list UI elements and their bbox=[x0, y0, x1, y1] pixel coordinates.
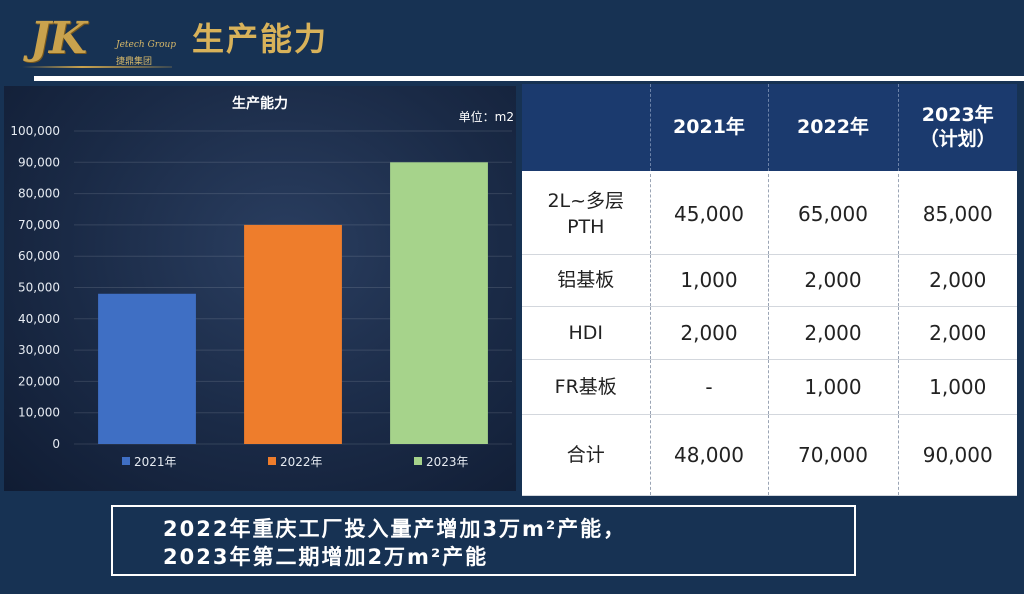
y-tick-label: 100,000 bbox=[10, 124, 60, 138]
y-tick-label: 30,000 bbox=[18, 343, 60, 357]
table-cell: 48,000 bbox=[650, 414, 769, 496]
y-tick-label: 80,000 bbox=[18, 187, 60, 201]
y-tick-label: 50,000 bbox=[18, 281, 60, 295]
capacity-table: 2021年 2022年 2023年 （计划） 2L~多层 PTH 45,000 … bbox=[522, 84, 1017, 496]
logo-mark: JK bbox=[30, 13, 87, 64]
table-cell: 2,000 bbox=[768, 254, 899, 307]
legend-label: 2022年 bbox=[280, 455, 323, 469]
row-label: 2L~多层 PTH bbox=[522, 172, 651, 255]
row-label: FR基板 bbox=[522, 359, 651, 415]
row-label: HDI bbox=[522, 306, 651, 360]
table-cell: 2,000 bbox=[768, 306, 899, 360]
y-tick-label: 0 bbox=[52, 437, 60, 451]
bar-2 bbox=[244, 224, 342, 444]
table-cell: 1,000 bbox=[898, 359, 1017, 415]
chart-unit-label: 单位：m2 bbox=[459, 109, 514, 124]
table-cell: 2,000 bbox=[650, 306, 769, 360]
table-row: 合计 48,000 70,000 90,000 bbox=[522, 414, 1017, 496]
capacity-chart: 生产能力单位：m2 0 10,000 20,000 30,000 40,000 50,000… bbox=[4, 86, 516, 491]
legend-swatch bbox=[122, 457, 130, 465]
table-row: HDI 2,000 2,000 2,000 bbox=[522, 306, 1017, 360]
y-tick-label: 70,000 bbox=[18, 218, 60, 232]
table-cell: 85,000 bbox=[898, 172, 1017, 255]
table-cell: 2,000 bbox=[898, 254, 1017, 307]
bar-3 bbox=[390, 162, 488, 445]
row-label: 铝基板 bbox=[522, 254, 651, 307]
row-label: 合计 bbox=[522, 414, 651, 496]
table-row: 铝基板 1,000 2,000 2,000 bbox=[522, 254, 1017, 307]
company-logo: JK Jetech Group 捷鼎集团 bbox=[22, 13, 176, 70]
table-cell: 70,000 bbox=[768, 414, 899, 496]
table-cell: 90,000 bbox=[898, 414, 1017, 496]
table-cell: 1,000 bbox=[768, 359, 899, 415]
summary-note: 2022年重庆工厂投入量产增加3万m²产能， 2023年第二期增加2万m²产能 bbox=[111, 505, 856, 576]
title-divider bbox=[34, 76, 1024, 81]
logo-underline bbox=[22, 66, 172, 68]
table-cell: 1,000 bbox=[650, 254, 769, 307]
y-tick-label: 60,000 bbox=[18, 249, 60, 263]
legend-label: 2023年 bbox=[426, 455, 469, 469]
note-line-1: 2022年重庆工厂投入量产增加3万m²产能， bbox=[163, 517, 627, 541]
table-row: 2L~多层 PTH 45,000 65,000 85,000 bbox=[522, 172, 1017, 255]
y-tick-label: 90,000 bbox=[18, 155, 60, 169]
table-header-row: 2021年 2022年 2023年 （计划） bbox=[522, 84, 1017, 174]
table-cell: 45,000 bbox=[650, 172, 769, 255]
y-tick-label: 40,000 bbox=[18, 312, 60, 326]
table-header-corner bbox=[522, 84, 651, 174]
table-cell: 65,000 bbox=[768, 172, 899, 255]
page-title: 生产能力 bbox=[192, 20, 329, 58]
legend-swatch bbox=[414, 457, 422, 465]
logo-chinese-name: 捷鼎集团 bbox=[116, 57, 153, 67]
table-cell: 2,000 bbox=[898, 306, 1017, 360]
table-row: FR基板 - 1,000 1,000 bbox=[522, 359, 1017, 415]
table-header-cell: 2023年 （计划） bbox=[898, 84, 1017, 174]
y-tick-label: 10,000 bbox=[18, 406, 60, 420]
y-tick-label: 20,000 bbox=[18, 374, 60, 388]
table-cell: - bbox=[650, 359, 769, 415]
note-line-2: 2023年第二期增加2万m²产能 bbox=[163, 545, 489, 569]
logo-english-name: Jetech Group bbox=[116, 40, 177, 50]
legend-label: 2021年 bbox=[134, 455, 177, 469]
chart-title: 生产能力 bbox=[232, 95, 288, 112]
legend-swatch bbox=[268, 457, 276, 465]
table-header-cell: 2022年 bbox=[768, 84, 899, 174]
bar-1 bbox=[98, 293, 196, 444]
table-header-cell: 2021年 bbox=[650, 84, 769, 174]
